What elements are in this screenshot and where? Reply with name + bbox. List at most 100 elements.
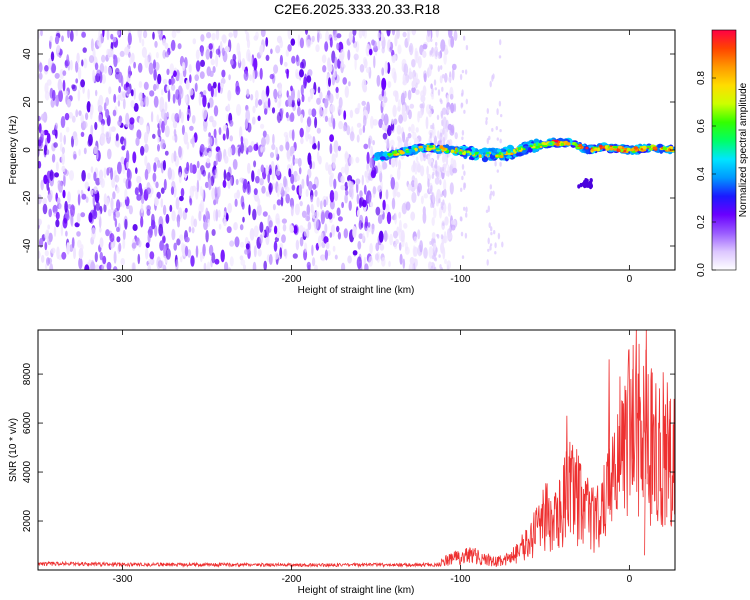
noise-blob (267, 97, 271, 108)
noise-blob (154, 61, 160, 71)
noise-blob (125, 122, 129, 128)
noise-blob (189, 125, 194, 131)
noise-blob (157, 159, 161, 169)
noise-blob (46, 149, 50, 156)
noise-blob (361, 30, 366, 37)
noise-blob (94, 121, 98, 131)
noise-blob (90, 261, 96, 270)
noise-blob (207, 136, 213, 147)
noise-blob (332, 30, 338, 38)
noise-blob (261, 89, 266, 103)
noise-blob (363, 184, 367, 195)
sparse-streak (459, 73, 463, 81)
noise-blob (51, 153, 56, 163)
noise-blob (252, 70, 255, 84)
noise-blob (80, 131, 85, 137)
noise-blob (277, 112, 282, 124)
noise-blob (49, 169, 54, 182)
noise-blob (398, 159, 402, 170)
noise-blob (394, 243, 398, 250)
noise-blob (130, 100, 135, 108)
noise-blob (170, 186, 175, 196)
sparse-streak (433, 266, 437, 270)
noise-blob (320, 211, 325, 225)
noise-blob (434, 177, 440, 185)
noise-blob (149, 251, 155, 260)
noise-blob (297, 89, 301, 102)
spectrogram-y-axis-label: Frequency (Hz) (8, 116, 19, 185)
noise-blob (153, 59, 156, 70)
noise-blob (398, 242, 402, 251)
sparse-streak (463, 182, 466, 186)
noise-blob (177, 220, 180, 228)
noise-blob (64, 60, 69, 69)
sparse-streak (498, 55, 502, 59)
noise-blob (305, 130, 309, 142)
noise-blob (128, 205, 133, 215)
noise-blob (273, 240, 278, 252)
noise-blob (304, 73, 307, 87)
noise-blob (189, 198, 193, 206)
signal-core (458, 151, 463, 155)
noise-blob (402, 113, 408, 122)
noise-blob (357, 103, 361, 111)
noise-blob (257, 248, 262, 257)
noise-blob (146, 205, 151, 212)
noise-blob (228, 74, 231, 81)
noise-blob (222, 179, 227, 188)
noise-blob (186, 141, 190, 150)
noise-blob (317, 140, 320, 151)
noise-blob (54, 122, 58, 131)
signal-core (605, 148, 610, 151)
noise-blob (306, 174, 309, 187)
noise-blob (362, 57, 367, 65)
noise-blob (117, 161, 122, 175)
noise-blob (183, 131, 189, 145)
noise-blob (136, 175, 142, 184)
noise-blob (53, 142, 58, 148)
noise-blob (370, 115, 374, 129)
noise-blob (371, 39, 375, 46)
signal-core (578, 143, 583, 148)
sparse-streak (461, 136, 464, 141)
noise-blob (38, 250, 41, 259)
noise-blob (110, 197, 114, 211)
noise-blob (63, 90, 69, 96)
noise-blob (69, 30, 74, 42)
spectrogram-y-tick-label: 0 (22, 147, 33, 153)
noise-blob (270, 160, 275, 172)
noise-blob (53, 226, 57, 237)
noise-blob (449, 163, 455, 176)
noise-blob (347, 255, 352, 264)
noise-blob (188, 88, 194, 96)
sparse-streak (440, 132, 443, 137)
noise-blob (392, 104, 397, 118)
noise-blob (332, 245, 336, 252)
noise-blob (160, 198, 164, 208)
noise-blob (347, 49, 351, 61)
signal-core (486, 154, 490, 157)
noise-blob (52, 204, 58, 214)
noise-blob (338, 105, 342, 114)
spectrogram-x-tick-label: 0 (627, 274, 633, 285)
noise-blob (324, 41, 329, 52)
noise-blob (441, 107, 447, 115)
noise-blob (99, 169, 104, 180)
spectrogram-y-tick-label: 20 (22, 96, 33, 108)
noise-blob (273, 88, 278, 100)
noise-blob (127, 32, 132, 46)
noise-blob (350, 187, 354, 200)
noise-blob (160, 108, 166, 120)
noise-blob (265, 133, 270, 145)
noise-blob (340, 175, 345, 184)
signal-core (405, 149, 410, 154)
noise-blob (229, 120, 234, 127)
noise-blob (265, 191, 269, 197)
noise-blob (235, 178, 239, 186)
noise-blob (215, 54, 219, 68)
noise-blob (298, 167, 302, 175)
noise-blob (386, 30, 391, 37)
noise-blob (71, 84, 77, 92)
noise-blob (179, 195, 184, 202)
colorbar-tick-label: 0.0 (696, 263, 707, 277)
